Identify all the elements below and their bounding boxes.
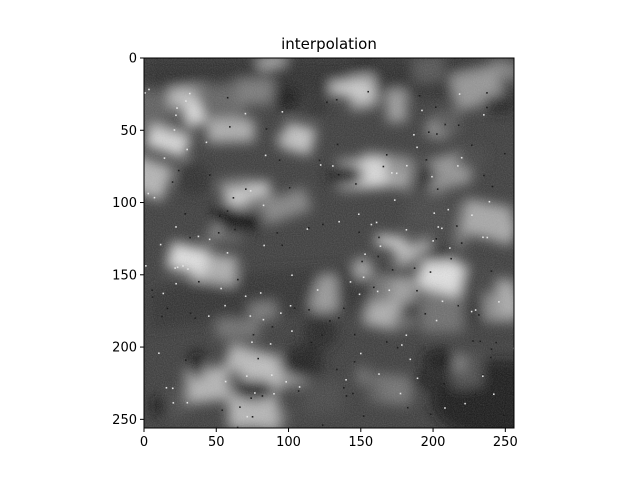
chart-title: interpolation <box>281 35 377 53</box>
y-axis: 0 50 100 150 200 250 <box>112 52 144 428</box>
y-tick-label-250: 250 <box>112 413 137 428</box>
x-tick-label-100: 100 <box>276 435 301 450</box>
y-tick-label-150: 150 <box>112 268 137 283</box>
x-tick-label-0: 0 <box>140 435 148 450</box>
image-grain <box>144 58 514 428</box>
grayscale-image <box>144 58 514 428</box>
y-tick-label-50: 50 <box>120 124 137 139</box>
y-tick-label-200: 200 <box>112 341 137 356</box>
y-tick-label-0: 0 <box>129 52 137 67</box>
x-tick-label-250: 250 <box>493 435 518 450</box>
x-tick-label-50: 50 <box>208 435 225 450</box>
x-tick-label-200: 200 <box>421 435 446 450</box>
y-tick-label-100: 100 <box>112 196 137 211</box>
x-axis: 0 50 100 150 200 250 <box>140 428 518 450</box>
x-tick-label-150: 150 <box>348 435 373 450</box>
axes-frame <box>143 57 515 429</box>
